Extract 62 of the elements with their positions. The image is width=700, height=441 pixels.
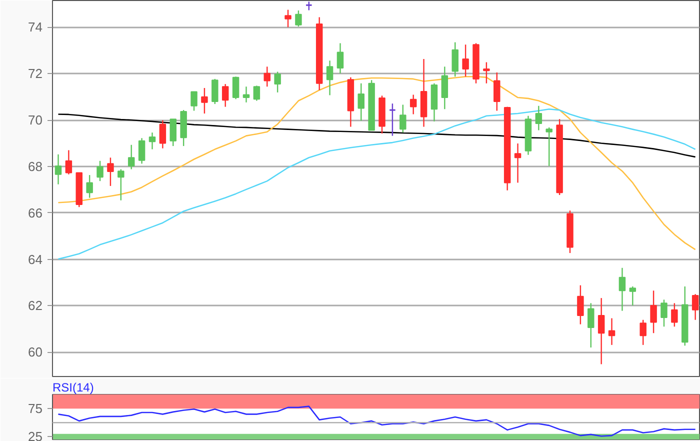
candlestick xyxy=(96,160,104,182)
candlestick xyxy=(598,297,605,365)
candlestick xyxy=(400,104,406,134)
candlestick xyxy=(514,142,522,184)
candlestick xyxy=(358,82,364,122)
candlestick xyxy=(222,83,229,108)
candlestick xyxy=(388,102,396,136)
candlestick xyxy=(618,267,626,312)
y-tick-label: 64 xyxy=(28,252,43,267)
candlestick xyxy=(148,132,156,150)
line-series xyxy=(58,108,696,260)
y-tick-label: 60 xyxy=(28,344,43,360)
candlestick xyxy=(190,90,198,112)
candlestick xyxy=(326,60,334,96)
candlestick xyxy=(295,10,302,28)
candlestick xyxy=(452,42,458,78)
candlestick xyxy=(54,154,62,185)
chart-title: RSI(14) xyxy=(52,380,94,394)
candlestick xyxy=(640,319,646,346)
candlestick xyxy=(336,42,344,74)
candlestick xyxy=(671,302,678,328)
candlestick xyxy=(253,85,260,102)
candlestick xyxy=(629,286,636,306)
candlestick xyxy=(441,66,448,110)
y-tick-label: 70 xyxy=(28,112,43,128)
y-tick-label: 75 xyxy=(28,401,43,416)
candlestick xyxy=(86,174,93,198)
y-tick-label: 66 xyxy=(28,205,43,220)
candlestick xyxy=(535,105,542,131)
candlestick xyxy=(274,71,281,94)
candlestick xyxy=(128,144,135,170)
candlestick xyxy=(608,318,616,346)
candlestick xyxy=(546,126,552,167)
candlestick xyxy=(159,120,166,149)
candlestick xyxy=(264,66,270,88)
candlestick xyxy=(650,290,657,334)
candlestick xyxy=(483,62,490,84)
candlestick xyxy=(494,72,500,112)
candlestick xyxy=(107,157,114,187)
candlestick xyxy=(170,118,176,147)
candlestick xyxy=(588,302,594,348)
y-tick-label: 68 xyxy=(28,158,43,174)
line-series xyxy=(58,114,696,158)
y-tick-label: 25 xyxy=(28,429,43,441)
candlestick xyxy=(462,44,469,78)
candlestick xyxy=(660,299,668,328)
candlestick xyxy=(242,86,250,103)
candlestick xyxy=(577,284,584,325)
line-series xyxy=(58,406,696,437)
line-series xyxy=(58,76,696,250)
candlestick xyxy=(232,76,240,100)
y-tick-label: 72 xyxy=(28,66,43,82)
candlestick xyxy=(201,87,208,114)
candlestick xyxy=(65,150,72,175)
candlestick xyxy=(138,138,146,164)
y-tick-label: 62 xyxy=(28,298,43,314)
candlestick xyxy=(410,94,417,115)
candlestick xyxy=(284,9,292,28)
candlestick xyxy=(212,78,218,105)
y-tick-label: 74 xyxy=(28,20,43,35)
candlestick xyxy=(118,168,124,201)
candlestick xyxy=(692,294,699,320)
